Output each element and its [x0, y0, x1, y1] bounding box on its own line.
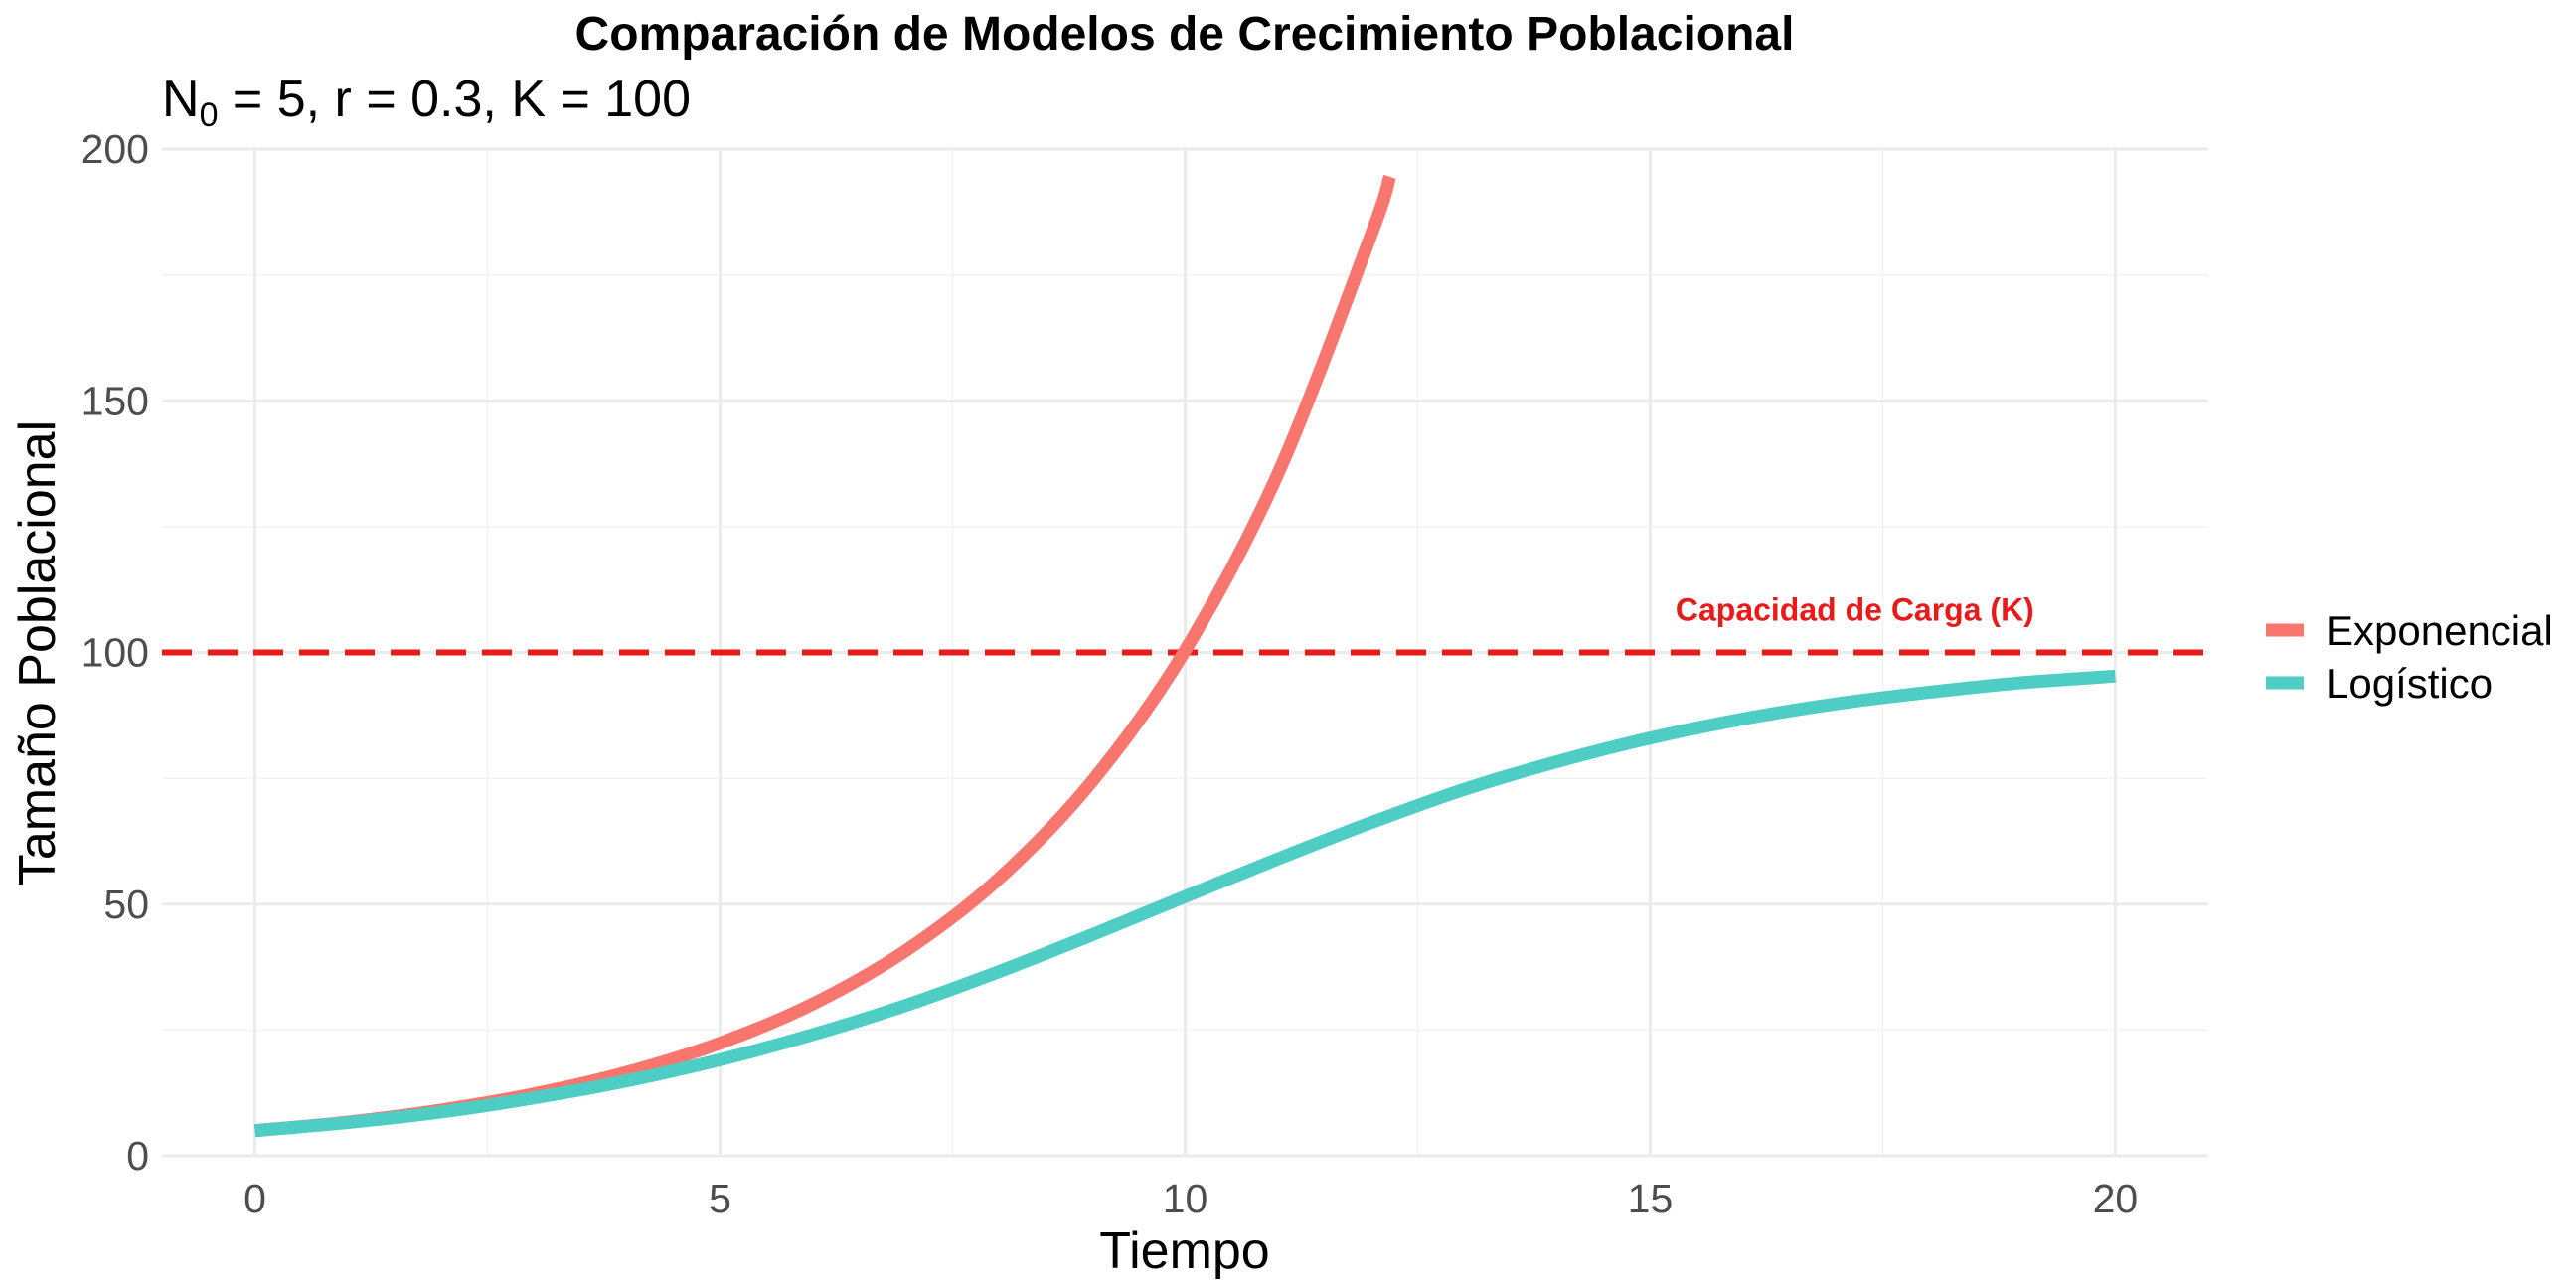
- series-line-logistico: [254, 669, 2116, 1138]
- x-tick-label: 10: [1163, 1176, 1208, 1221]
- carrying-capacity-label: Capacidad de Carga (K): [1676, 591, 2034, 627]
- subtitle-subscript: 0: [200, 96, 219, 134]
- x-tick-label: 20: [2093, 1176, 2139, 1221]
- y-tick-label: 200: [81, 126, 149, 172]
- subtitle-main: N: [162, 71, 200, 128]
- y-tick-label: 50: [103, 882, 149, 927]
- x-tick-label: 15: [1628, 1176, 1674, 1221]
- series-group: [253, 174, 2116, 1138]
- y-tick-label: 0: [126, 1133, 149, 1179]
- chart-title: Comparación de Modelos de Crecimiento Po…: [575, 8, 1795, 61]
- legend: Exponencial Logístico: [2266, 607, 2553, 707]
- subtitle-rest: = 5, r = 0.3, K = 100: [218, 71, 691, 128]
- x-tick-label: 0: [243, 1176, 266, 1221]
- x-tick-label: 5: [709, 1176, 731, 1221]
- x-axis-title: Tiempo: [1099, 1222, 1269, 1280]
- chart-subtitle: N0 = 5, r = 0.3, K = 100: [162, 71, 691, 134]
- legend-label-logistico: Logístico: [2326, 660, 2493, 707]
- grid-major: [162, 147, 2208, 1158]
- y-axis-title: Tamaño Poblacional: [9, 420, 67, 886]
- legend-label-exponencial: Exponencial: [2326, 607, 2553, 654]
- y-tick-label: 100: [81, 630, 149, 676]
- y-tick-label: 150: [81, 378, 149, 423]
